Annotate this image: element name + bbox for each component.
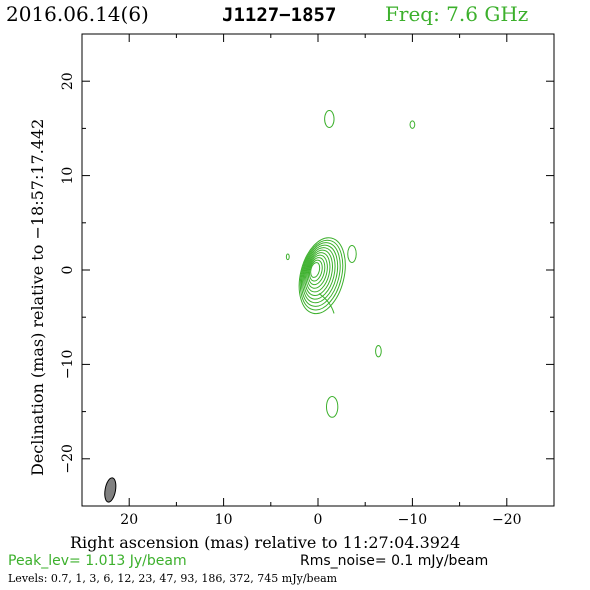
y-tick-label: −20 xyxy=(60,444,76,474)
x-axis-label: Right ascension (mas) relative to 11:27:… xyxy=(70,533,461,552)
y-tick-label: −10 xyxy=(60,350,76,380)
y-tick-label: 10 xyxy=(60,167,76,185)
y-axis-label: Declination (mas) relative to −18:57:17.… xyxy=(28,118,47,476)
x-tick-label: 0 xyxy=(314,512,323,528)
jet-component-contour xyxy=(375,345,382,358)
source-name: J1127−1857 xyxy=(222,4,337,26)
axis-ticks xyxy=(81,33,555,507)
x-tick-label: −10 xyxy=(398,512,428,528)
core-contour xyxy=(304,249,333,296)
core-extension-contour xyxy=(318,293,335,314)
y-tick-label: 20 xyxy=(60,72,76,90)
core-contour xyxy=(310,262,321,278)
jet-component-contour xyxy=(285,253,290,261)
x-tick-label: 10 xyxy=(215,512,233,528)
core-contour xyxy=(299,239,344,311)
beam-ellipse xyxy=(104,477,117,503)
axis-tick-labels: 20 10 0 −10 −20 20 10 0 −10 −20 xyxy=(60,72,522,528)
jet-component-contour xyxy=(324,109,335,128)
jet-component-contour xyxy=(347,244,357,263)
core-contour xyxy=(298,237,346,315)
core-contour xyxy=(306,254,328,289)
plot-frame xyxy=(81,33,555,507)
y-tick-label: 0 xyxy=(60,266,76,275)
core-contour xyxy=(303,247,336,300)
core-contour xyxy=(300,242,341,307)
beam-ellipse-group xyxy=(104,477,117,503)
core-contour xyxy=(302,244,339,304)
contour-lines xyxy=(285,109,416,418)
jet-component-contour xyxy=(325,395,339,418)
rms-noise: Rms_noise= 0.1 mJy/beam xyxy=(300,553,489,569)
frequency-label: Freq: 7.6 GHz xyxy=(385,2,529,26)
observation-date: 2016.06.14(6) xyxy=(6,2,149,26)
x-tick-label: −20 xyxy=(492,512,522,528)
jet-component-contour xyxy=(409,120,416,129)
x-tick-label: 20 xyxy=(120,512,138,528)
core-contour xyxy=(309,259,323,282)
contour-levels: Levels: 0.7, 1, 3, 6, 12, 23, 47, 93, 18… xyxy=(8,572,338,585)
core-contour xyxy=(305,252,331,293)
peak-level: Peak_lev= 1.013 Jy/beam xyxy=(8,553,187,569)
core-contour xyxy=(307,257,326,286)
